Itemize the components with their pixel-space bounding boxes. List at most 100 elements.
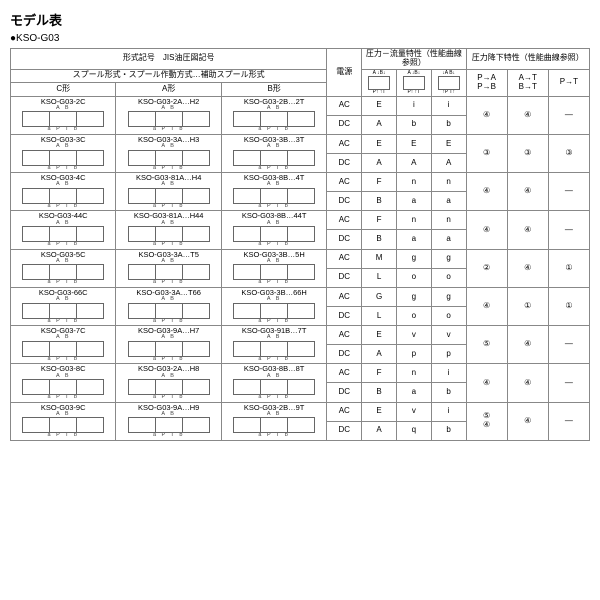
pf-cell: B xyxy=(362,383,397,402)
pd-cell: ④ xyxy=(507,173,548,211)
power-ac: AC xyxy=(327,364,362,383)
pf-cell: n xyxy=(396,211,431,230)
power-ac: AC xyxy=(327,134,362,153)
model-cell: KSO-G03-9A…H9A Ba P T b xyxy=(116,402,221,440)
model-cell: KSO-G03-8CA Ba P T b xyxy=(11,364,116,402)
power-ac: AC xyxy=(327,211,362,230)
pd-cell: ④ xyxy=(466,287,507,325)
model-table: 形式記号 JIS油圧図記号 電源 圧力－流量特性（性能曲線参照） 圧力降下特性（… xyxy=(10,48,590,441)
table-row: KSO-G03-2CA Ba P T bKSO-G03-2A…H2A Ba P … xyxy=(11,96,590,115)
table-row: KSO-G03-44CA Ba P T bKSO-G03-81A…H44A Ba… xyxy=(11,211,590,230)
page-subtitle: ●KSO-G03 xyxy=(10,33,590,44)
pd-cell: ― xyxy=(548,173,589,211)
pf-cell: b xyxy=(431,421,466,440)
model-cell: KSO-G03-3A…T66A Ba P T b xyxy=(116,287,221,325)
pf-cell: A xyxy=(362,153,397,172)
pd-cell: ① xyxy=(548,287,589,325)
pf-cell: v xyxy=(431,326,466,345)
pd-cell: ④ xyxy=(466,211,507,249)
hdr-pf1: A ↓B↓P↑ ↑T xyxy=(362,69,397,96)
pf-cell: A xyxy=(362,115,397,134)
pf-cell: a xyxy=(396,192,431,211)
pf-cell: o xyxy=(431,306,466,325)
pd-cell: ③ xyxy=(507,134,548,172)
pd-cell: ④ xyxy=(507,326,548,364)
hdr-spool-group: スプール形式・スプール作動方式…補助スプール形式 xyxy=(11,69,327,83)
pf-cell: o xyxy=(396,268,431,287)
model-cell: KSO-G03-3B…5HA Ba P T b xyxy=(221,249,326,287)
hdr-pd3: P→T xyxy=(548,69,589,96)
pf-cell: a xyxy=(431,230,466,249)
table-row: KSO-G03-5CA Ba P T bKSO-G03-3A…T5A Ba P … xyxy=(11,249,590,268)
model-cell: KSO-G03-66CA Ba P T b xyxy=(11,287,116,325)
power-dc: DC xyxy=(327,383,362,402)
pd-cell: ③ xyxy=(466,134,507,172)
pf-cell: E xyxy=(362,326,397,345)
power-ac: AC xyxy=(327,96,362,115)
pf-cell: g xyxy=(431,287,466,306)
model-cell: KSO-G03-3A…T5A Ba P T b xyxy=(116,249,221,287)
hdr-pressure-flow: 圧力－流量特性（性能曲線参照） xyxy=(362,49,466,70)
pf-cell: i xyxy=(396,96,431,115)
pd-cell: ― xyxy=(548,402,589,440)
model-cell: KSO-G03-5CA Ba P T b xyxy=(11,249,116,287)
power-dc: DC xyxy=(327,115,362,134)
hdr-atype: A形 xyxy=(116,83,221,97)
power-dc: DC xyxy=(327,192,362,211)
pd-cell: ② xyxy=(466,249,507,287)
pf-cell: E xyxy=(431,134,466,153)
pf-cell: v xyxy=(396,402,431,421)
power-dc: DC xyxy=(327,268,362,287)
model-cell: KSO-G03-91B…7TA Ba P T b xyxy=(221,326,326,364)
table-row: KSO-G03-3CA Ba P T bKSO-G03-3A…H3A Ba P … xyxy=(11,134,590,153)
pd-cell: ④ xyxy=(507,249,548,287)
model-cell: KSO-G03-8B…44TA Ba P T b xyxy=(221,211,326,249)
model-cell: KSO-G03-44CA Ba P T b xyxy=(11,211,116,249)
power-ac: AC xyxy=(327,249,362,268)
table-row: KSO-G03-4CA Ba P T bKSO-G03-81A…H4A Ba P… xyxy=(11,173,590,192)
pf-cell: A xyxy=(362,345,397,364)
pf-cell: G xyxy=(362,287,397,306)
power-dc: DC xyxy=(327,153,362,172)
model-cell: KSO-G03-3B…3TA Ba P T b xyxy=(221,134,326,172)
pd-cell: ③ xyxy=(548,134,589,172)
table-row: KSO-G03-9CA Ba P T bKSO-G03-9A…H9A Ba P … xyxy=(11,402,590,421)
model-cell: KSO-G03-2B…9TA Ba P T b xyxy=(221,402,326,440)
power-dc: DC xyxy=(327,230,362,249)
pf-cell: b xyxy=(431,383,466,402)
hdr-power: 電源 xyxy=(327,49,362,97)
table-row: KSO-G03-66CA Ba P T bKSO-G03-3A…T66A Ba … xyxy=(11,287,590,306)
pf-cell: g xyxy=(431,249,466,268)
table-row: KSO-G03-8CA Ba P T bKSO-G03-2A…H8A Ba P … xyxy=(11,364,590,383)
hdr-btype: B形 xyxy=(221,83,326,97)
pf-cell: p xyxy=(431,345,466,364)
pd-cell: ― xyxy=(548,211,589,249)
pf-cell: A xyxy=(362,421,397,440)
pf-cell: F xyxy=(362,173,397,192)
pf-cell: E xyxy=(362,134,397,153)
pd-cell: ④ xyxy=(466,96,507,134)
pd-cell: ― xyxy=(548,96,589,134)
pf-cell: a xyxy=(396,383,431,402)
power-dc: DC xyxy=(327,345,362,364)
hdr-ctype: C形 xyxy=(11,83,116,97)
pd-cell: ④ xyxy=(507,402,548,440)
model-cell: KSO-G03-3A…H3A Ba P T b xyxy=(116,134,221,172)
pf-cell: i xyxy=(431,402,466,421)
pf-cell: p xyxy=(396,345,431,364)
pf-cell: o xyxy=(396,306,431,325)
model-cell: KSO-G03-2A…H8A Ba P T b xyxy=(116,364,221,402)
model-cell: KSO-G03-81A…H44A Ba P T b xyxy=(116,211,221,249)
pf-cell: F xyxy=(362,364,397,383)
pf-cell: v xyxy=(396,326,431,345)
pf-cell: A xyxy=(396,153,431,172)
pf-cell: o xyxy=(431,268,466,287)
pf-cell: L xyxy=(362,268,397,287)
power-ac: AC xyxy=(327,326,362,345)
model-cell: KSO-G03-7CA Ba P T b xyxy=(11,326,116,364)
pd-cell: ④ xyxy=(507,211,548,249)
pf-cell: n xyxy=(431,173,466,192)
model-cell: KSO-G03-3B…66HA Ba P T b xyxy=(221,287,326,325)
pd-cell: ⑤ xyxy=(466,326,507,364)
pf-cell: a xyxy=(431,192,466,211)
